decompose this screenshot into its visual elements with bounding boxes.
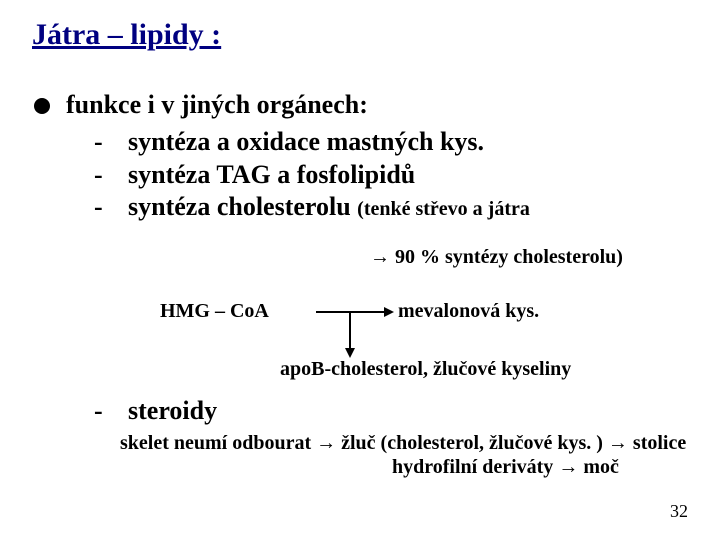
synthesis-arrow-line: → 90 % syntézy cholesterolu) — [370, 246, 623, 269]
branching-arrow-icon — [310, 300, 394, 358]
hydro-b: moč — [578, 456, 619, 478]
steroidy-row: - steroidy — [94, 396, 217, 426]
arrow-right-icon: → — [316, 432, 336, 454]
slide: Játra – lipidy : funkce i v jiných orgán… — [0, 0, 720, 540]
chol-note: (tenké střevo a játra — [357, 198, 530, 220]
arrow-right-icon: → — [370, 246, 390, 268]
slide-title: Játra – lipidy : — [32, 18, 221, 52]
sub-bullet-1-text: syntéza a oxidace mastných kys. — [128, 126, 484, 159]
arrow-right-icon: → — [608, 432, 628, 454]
dash-icon: - — [94, 159, 128, 192]
bullet-disc-icon — [34, 98, 50, 114]
dash-icon: - — [94, 396, 128, 426]
skelet-line: skelet neumí odbourat → žluč (cholestero… — [120, 432, 686, 455]
hmg-right-label: mevalonová kys. — [398, 300, 539, 323]
main-bullet-row: funkce i v jiných orgánech: — [34, 90, 368, 120]
sub-bullet-2-text: syntéza TAG a fosfolipidů — [128, 159, 415, 192]
skelet-b: žluč (cholesterol, žlučové kys. ) — [336, 432, 608, 454]
main-bullet-text: funkce i v jiných orgánech: — [66, 90, 368, 120]
hydro-line: hydrofilní deriváty → moč — [392, 456, 619, 479]
sub-bullet-3: - syntéza cholesterolu (tenké střevo a j… — [94, 191, 530, 224]
skelet-a: skelet neumí odbourat — [120, 432, 316, 454]
synthesis-pct-text: 90 % syntézy cholesterolu) — [395, 246, 623, 268]
chol-main: syntéza cholesterolu — [128, 192, 351, 221]
steroidy-text: steroidy — [128, 396, 217, 426]
dash-icon: - — [94, 126, 128, 159]
sub-bullet-list: - syntéza a oxidace mastných kys. - synt… — [94, 126, 530, 224]
page-number: 32 — [670, 501, 688, 522]
apo-line: apoB-cholesterol, žlučové kyseliny — [280, 358, 571, 381]
skelet-c: stolice — [628, 432, 686, 454]
hmg-left-label: HMG – CoA — [160, 300, 269, 323]
arrow-right-icon: → — [558, 456, 578, 478]
sub-bullet-1: - syntéza a oxidace mastných kys. — [94, 126, 530, 159]
dash-icon: - — [94, 191, 128, 224]
sub-bullet-2: - syntéza TAG a fosfolipidů — [94, 159, 530, 192]
hydro-a: hydrofilní deriváty — [392, 456, 558, 478]
